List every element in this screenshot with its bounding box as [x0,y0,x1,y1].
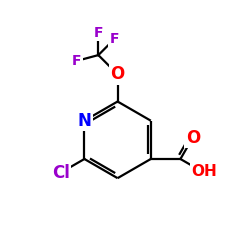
Text: N: N [78,112,91,130]
Text: OH: OH [192,164,217,179]
Text: F: F [72,54,82,68]
Text: O: O [186,128,200,146]
Text: F: F [94,26,103,40]
Text: F: F [109,32,119,46]
Text: O: O [110,65,125,83]
Text: Cl: Cl [52,164,70,182]
